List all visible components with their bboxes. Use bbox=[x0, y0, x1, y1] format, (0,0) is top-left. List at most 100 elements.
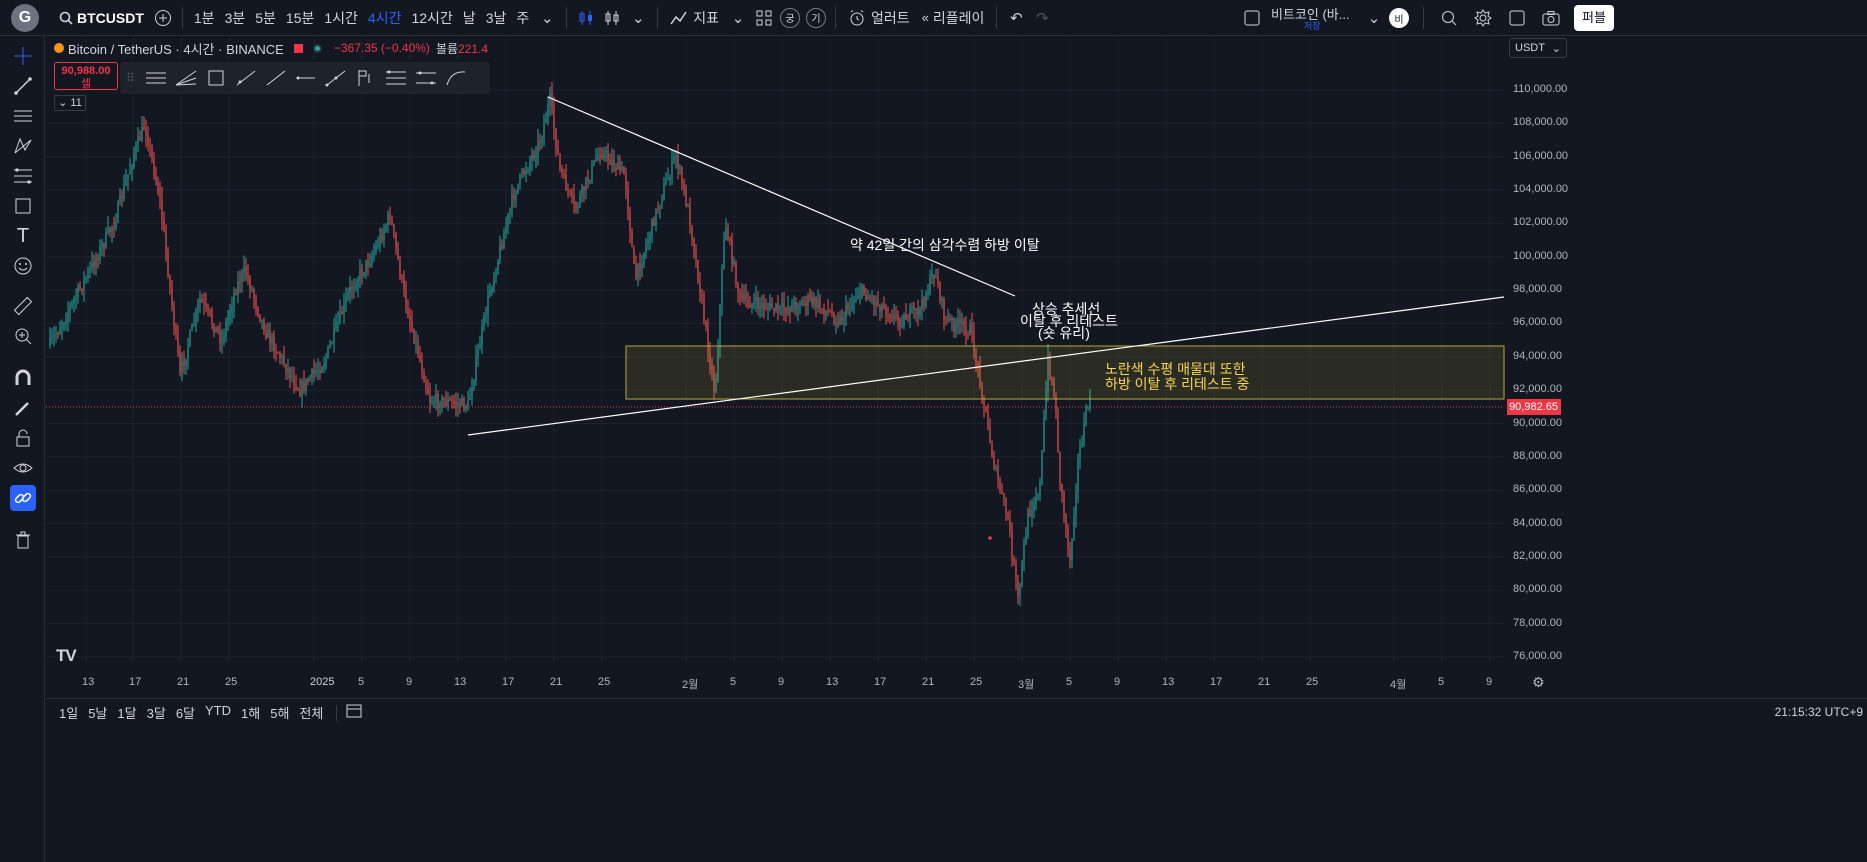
price-chart[interactable] bbox=[46, 37, 1803, 662]
legend-title[interactable]: Bitcoin / TetherUS · 4시간 · BINANCE bbox=[68, 41, 284, 57]
ray-icon[interactable] bbox=[231, 64, 261, 92]
annotation-triangle[interactable]: 약 42일 간의 삼각수렴 하방 이탈 bbox=[850, 237, 1040, 253]
symbol-search[interactable]: BTCUSDT bbox=[53, 0, 150, 36]
redo-icon[interactable]: ↷ bbox=[1036, 9, 1049, 27]
candle bbox=[375, 246, 377, 253]
drag-handle-icon[interactable]: ⠿ bbox=[126, 71, 135, 85]
layout-name-button[interactable]: 비트코인 (바... 저장 bbox=[1271, 0, 1361, 36]
indicator-badge-2[interactable]: 기 bbox=[806, 7, 827, 28]
range-7[interactable]: 5해 bbox=[270, 706, 290, 721]
range-2[interactable]: 1달 bbox=[117, 706, 137, 721]
replay-button[interactable]: « 리플레이 bbox=[916, 0, 991, 36]
range-1[interactable]: 5날 bbox=[88, 706, 108, 721]
candle bbox=[637, 263, 639, 278]
range-5[interactable]: YTD bbox=[205, 703, 232, 718]
triangle-lower-trendline[interactable] bbox=[467, 296, 1505, 436]
candle bbox=[97, 258, 99, 261]
candle bbox=[997, 467, 999, 480]
tradingview-logo[interactable]: TV bbox=[56, 646, 77, 665]
curve-tool-icon[interactable] bbox=[441, 64, 471, 92]
horizontal-lines-icon[interactable] bbox=[10, 103, 36, 129]
lock-icon[interactable] bbox=[10, 425, 36, 451]
settings-gear-icon[interactable] bbox=[1470, 5, 1496, 31]
range-8[interactable]: 전체 bbox=[299, 706, 324, 721]
camera-icon[interactable] bbox=[1538, 5, 1564, 31]
interval-4[interactable]: 1시간 bbox=[324, 9, 358, 26]
range-0[interactable]: 1일 bbox=[59, 706, 79, 721]
range-4[interactable]: 6달 bbox=[175, 706, 196, 721]
chevron-down-icon[interactable]: ⌄ bbox=[1367, 10, 1381, 27]
trend-angle-icon[interactable] bbox=[321, 64, 351, 92]
fullscreen-icon[interactable] bbox=[1504, 5, 1530, 31]
trend-line-icon[interactable] bbox=[10, 73, 36, 99]
collapse-indicators-button[interactable]: ⌄ 11 bbox=[54, 95, 86, 111]
bar-chart-type-icon[interactable] bbox=[599, 5, 625, 31]
zoom-in-icon[interactable] bbox=[10, 323, 36, 349]
trash-icon[interactable] bbox=[10, 527, 36, 553]
rectangle-icon[interactable] bbox=[10, 193, 36, 219]
interval-6[interactable]: 12시간 bbox=[411, 9, 453, 26]
candle bbox=[349, 286, 351, 294]
text-tool-icon[interactable]: T bbox=[16, 224, 30, 247]
chevron-down-icon[interactable]: ⌄ bbox=[731, 9, 745, 27]
quick-search-icon[interactable] bbox=[1436, 5, 1462, 31]
chevron-down-icon: ⌄ bbox=[1551, 43, 1561, 55]
annotation-zone-2[interactable]: 하방 이탈 후 리테스트 중 bbox=[1105, 376, 1250, 392]
avatar[interactable]: 비 bbox=[1389, 8, 1409, 28]
utc-clock[interactable]: 21:15:32 UTC+9 bbox=[1774, 705, 1863, 719]
alert-button[interactable]: 얼러트 bbox=[842, 0, 916, 36]
indicators-button[interactable]: 지표 bbox=[664, 0, 725, 36]
publish-button[interactable]: 퍼블 bbox=[1574, 5, 1614, 31]
interval-0[interactable]: 1분 bbox=[193, 9, 215, 26]
emoji-icon[interactable] bbox=[10, 253, 36, 279]
chevron-down-icon[interactable]: ⌄ bbox=[540, 9, 554, 27]
candle bbox=[119, 195, 121, 203]
indicator-badge-1[interactable]: 궁 bbox=[780, 7, 801, 28]
undo-icon[interactable]: ↶ bbox=[1010, 9, 1023, 27]
crosshair-icon[interactable] bbox=[10, 43, 36, 69]
currency-selector[interactable]: USDT ⌄ bbox=[1509, 38, 1567, 58]
eye-icon[interactable] bbox=[10, 455, 36, 481]
flag-mark-icon[interactable] bbox=[351, 64, 381, 92]
user-logo[interactable]: G bbox=[11, 3, 39, 32]
rectangle-tool-icon[interactable] bbox=[201, 64, 231, 92]
interval-8[interactable]: 3날 bbox=[485, 9, 507, 26]
range-3[interactable]: 3달 bbox=[146, 706, 166, 721]
fib-retracement-icon[interactable] bbox=[10, 163, 36, 189]
annotation-trendline-2[interactable]: 이탈 후 리테스트 bbox=[1020, 313, 1118, 329]
interval-1[interactable]: 3분 bbox=[224, 9, 246, 26]
sell-button[interactable]: 90,988.00 셀 bbox=[54, 62, 118, 90]
extended-line-icon[interactable] bbox=[261, 64, 291, 92]
interval-7[interactable]: 날 bbox=[462, 9, 476, 26]
interval-2[interactable]: 5분 bbox=[255, 9, 276, 26]
fib-fan-icon[interactable] bbox=[171, 64, 201, 92]
parallel-channel-icon[interactable] bbox=[141, 64, 171, 92]
range-6[interactable]: 1해 bbox=[241, 706, 261, 721]
magnet-icon[interactable] bbox=[10, 365, 36, 391]
pattern-tool-icon[interactable] bbox=[10, 133, 36, 159]
interval-3[interactable]: 15분 bbox=[285, 9, 315, 26]
templates-grid-icon[interactable] bbox=[751, 5, 777, 31]
goto-date-icon[interactable] bbox=[345, 703, 363, 722]
fib-levels-icon[interactable] bbox=[381, 64, 411, 92]
compare-plus-icon[interactable] bbox=[150, 5, 176, 31]
candle bbox=[865, 294, 867, 300]
yellow-supply-zone[interactable] bbox=[625, 345, 1505, 400]
link-icon[interactable] bbox=[10, 485, 36, 511]
chevron-down-icon[interactable]: ⌄ bbox=[631, 9, 645, 27]
fib-channel-icon[interactable] bbox=[411, 64, 441, 92]
pencil-lock-icon[interactable] bbox=[10, 395, 36, 421]
flag-icon[interactable] bbox=[293, 43, 303, 53]
candles-chart-type-icon[interactable] bbox=[573, 5, 599, 31]
horizontal-ray-icon[interactable] bbox=[291, 64, 321, 92]
interval-9[interactable]: 주 bbox=[516, 9, 530, 26]
annotation-zone-1[interactable]: 노란색 수평 매물대 또한 bbox=[1105, 361, 1246, 377]
annotation-trendline-3[interactable]: (숏 유리) bbox=[1038, 325, 1090, 341]
triangle-upper-trendline[interactable] bbox=[547, 96, 1016, 297]
layout-square-icon[interactable] bbox=[1239, 5, 1265, 31]
axis-settings-gear-icon[interactable]: ⚙ bbox=[1532, 674, 1545, 690]
candle bbox=[601, 155, 603, 159]
annotation-trendline-1[interactable]: 상승 추세선 bbox=[1032, 301, 1101, 317]
ruler-icon[interactable] bbox=[10, 293, 36, 319]
interval-5[interactable]: 4시간 bbox=[367, 9, 402, 26]
